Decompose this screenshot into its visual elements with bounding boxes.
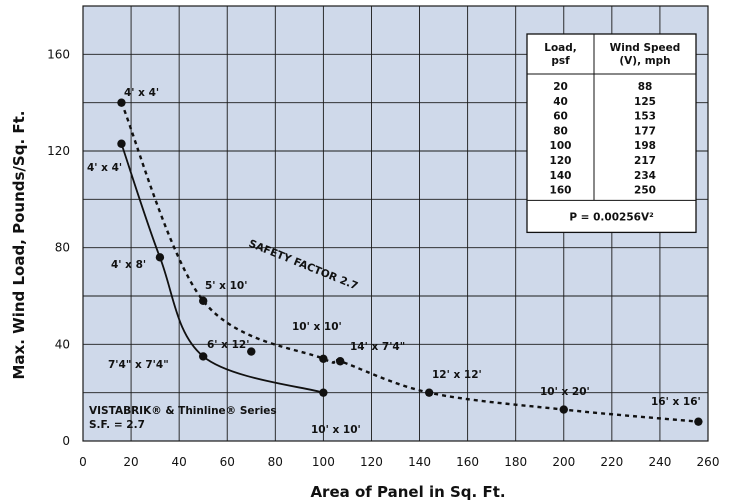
x-tick-label: 200	[552, 455, 575, 469]
table-cell-load: 120	[550, 155, 572, 167]
table-cell-load: 20	[553, 81, 568, 93]
x-tick-label: 120	[360, 455, 383, 469]
y-tick-label: 40	[55, 337, 70, 351]
table-cell-speed: 153	[634, 111, 656, 123]
data-point	[319, 354, 328, 364]
table-cell-load: 100	[550, 140, 572, 152]
x-axis-ticks: 0 20 40 60 80 100 120 140 160 180 200 220 240 260	[79, 455, 719, 469]
point-label: 4' x 4'	[124, 87, 159, 99]
table-cell-load: 160	[550, 185, 572, 197]
data-point	[319, 388, 328, 397]
point-labels: 4' x 4' 4' x 8' 7'4" x 7'4" 10' x 10' 4' x 4…	[87, 87, 701, 436]
x-tick-label: 80	[268, 455, 283, 469]
data-point	[117, 98, 126, 107]
table-frame	[526, 33, 697, 234]
table-cell-speed: 177	[634, 125, 656, 137]
point-label: 4' x 8'	[111, 259, 146, 271]
x-tick-label: 140	[408, 455, 431, 469]
data-points	[117, 98, 703, 426]
table-cell-load: 140	[550, 170, 572, 182]
series-note-line1: VISTABRIK® & Thinline® Series	[89, 405, 277, 417]
table-header: (V), mph	[619, 55, 670, 67]
data-point	[198, 352, 208, 361]
table-cell-speed: 125	[634, 96, 656, 108]
point-label: 7'4" x 7'4"	[108, 359, 169, 371]
x-tick-label: 60	[220, 455, 235, 469]
solid-series-line	[120, 143, 324, 394]
data-point	[559, 405, 568, 414]
point-label: 10' x 10'	[292, 321, 342, 333]
point-label: 14' x 7'4"	[350, 341, 405, 353]
x-tick-label: 180	[504, 455, 527, 469]
x-tick-label: 40	[172, 455, 187, 469]
table-header: Load,	[544, 42, 577, 54]
x-tick-label: 100	[312, 455, 335, 469]
point-label: 12' x 12'	[432, 369, 482, 381]
point-label: 4' x 4'	[87, 162, 122, 174]
y-axis-title: Max. Wind Load, Pounds/Sq. Ft.	[10, 111, 28, 380]
data-point	[247, 347, 256, 356]
y-tick-label: 120	[47, 144, 70, 158]
x-tick-label: 160	[456, 455, 479, 469]
table-header: psf	[551, 55, 570, 67]
wind-speed-table: Load,psf Wind Speed(V), mph 20 88 40 125 60 153…	[526, 33, 697, 234]
y-tick-label: 0	[62, 434, 70, 448]
data-point	[424, 388, 434, 397]
data-point	[694, 417, 703, 426]
table-cell-speed: 198	[634, 140, 656, 152]
point-label: 16' x 16'	[651, 396, 701, 408]
table-cell-load: 60	[553, 111, 568, 123]
y-tick-label: 80	[55, 241, 70, 255]
table-cell-load: 40	[553, 96, 568, 108]
table-cell-speed: 234	[634, 170, 656, 182]
data-point	[198, 296, 208, 306]
x-axis-title: Area of Panel in Sq. Ft.	[310, 483, 505, 501]
x-tick-label: 0	[79, 455, 87, 469]
table-cell-speed: 217	[634, 155, 656, 167]
table-cell-load: 80	[553, 125, 568, 137]
table-formula: P = 0.00256V²	[569, 211, 654, 223]
data-point	[117, 139, 126, 148]
table-cell-speed: 250	[634, 185, 656, 197]
y-axis-ticks: 0 40 80 120 160	[47, 47, 70, 448]
data-point	[155, 253, 165, 262]
x-tick-label: 260	[697, 455, 720, 469]
x-tick-label: 220	[600, 455, 623, 469]
point-label: 5' x 10'	[205, 280, 247, 292]
point-label: 6' x 12'	[207, 339, 249, 351]
point-label: 10' x 10'	[311, 424, 361, 436]
data-point	[336, 357, 345, 366]
point-label: 10' x 20'	[540, 386, 590, 398]
y-tick-label: 160	[47, 47, 70, 61]
x-tick-label: 20	[123, 455, 138, 469]
series-note-line2: S.F. = 2.7	[89, 419, 145, 431]
table-cell-speed: 88	[638, 81, 653, 93]
table-header: Wind Speed	[610, 42, 681, 54]
x-tick-label: 240	[648, 455, 671, 469]
